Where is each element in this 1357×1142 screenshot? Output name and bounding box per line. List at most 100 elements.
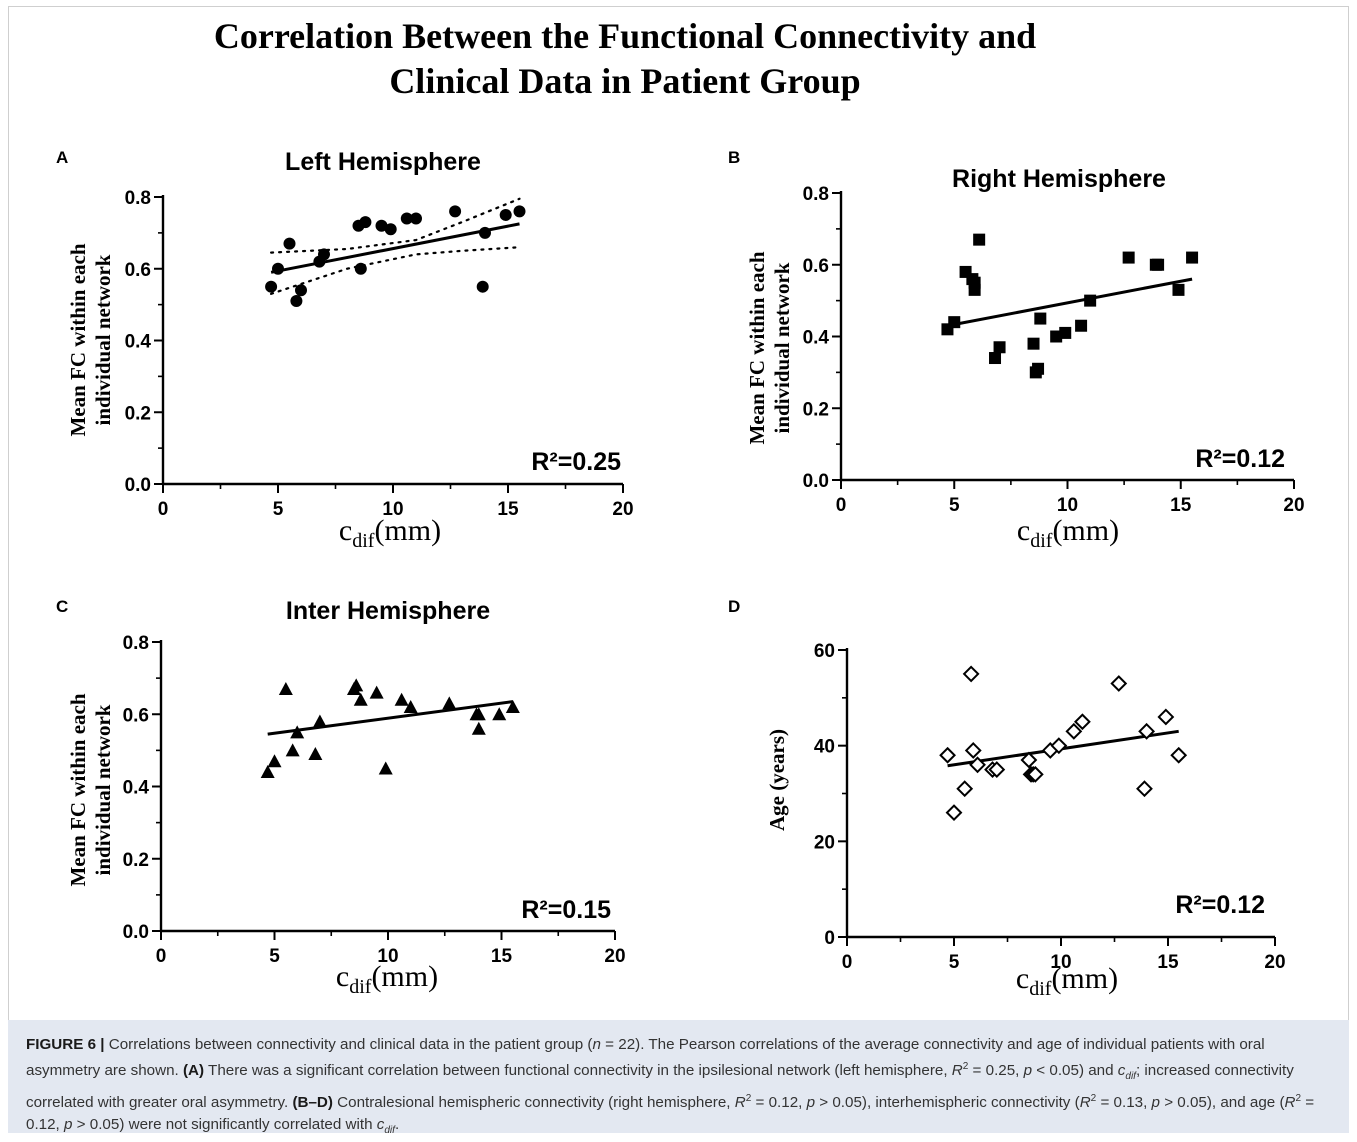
x-axis-label-unit: (mm) [1051,962,1118,995]
data-point [283,237,296,250]
data-point [939,746,956,764]
y-axis-label-line1: Mean FC within each [745,251,769,444]
panel-letter: B [728,148,740,167]
data-point [1157,708,1175,726]
y-tick-label: 0.2 [125,403,151,424]
x-tick-label: 0 [842,952,853,973]
x-tick-label: 15 [497,499,519,520]
x-axis-label-sub: dif [349,976,372,998]
y-axis-label-line1: Age (years) [765,729,789,831]
x-tick-label: 5 [269,946,280,967]
figure-title-line2: Clinical Data in Patient Group [389,61,861,101]
r-squared-annotation: R²=0.25 [531,448,621,476]
figure-label: FIGURE 6 | [26,1036,105,1053]
y-tick-label: 0.4 [125,332,152,353]
chart-title: Right Hemisphere [952,165,1166,193]
data-point [1073,713,1091,731]
data-point [956,780,974,798]
data-point [1110,675,1128,692]
data-point [989,352,1002,365]
chart-panel-c: C Inter Hemisphere 0.0 0.2 0.4 0.6 0.8 0 5 10 15 20… [56,597,626,998]
data-point [505,700,520,714]
x-axis-label-sub: dif [352,530,375,552]
y-axis-label-line2: individual network [91,254,115,425]
data-point [295,284,307,297]
data-point [499,208,512,221]
x-tick-label: 10 [377,946,398,967]
x-tick-label: 20 [1264,952,1285,973]
x-axis-label: cdif(mm) [1016,962,1118,1000]
data-point [476,280,489,293]
data-point [442,696,457,710]
data-point [267,754,282,768]
x-tick-label: 0 [158,499,169,520]
y-tick-label: 0.6 [125,260,151,281]
y-tick-label: 20 [814,832,835,853]
data-point [1138,722,1156,740]
confidence-band-lower [270,246,521,295]
x-axis-label-unit: (mm) [374,514,441,547]
chart-panel-a: A Left Hemisphere 0.0 0.2 0.4 0.6 0.8 0 5 10 15 20 M… [56,148,634,552]
y-tick-label: 0.4 [123,778,150,799]
data-point [353,692,368,706]
data-point [369,685,384,699]
figure-caption-text: FIGURE 6 | Correlations between connecti… [26,1036,1315,1137]
r-squared-annotation: R²=0.12 [1195,445,1285,473]
data-point [1084,294,1097,307]
x-tick-label: 20 [612,499,633,520]
y-tick-label: 0.8 [125,188,151,209]
y-tick-label: 0 [824,928,835,949]
x-axis-label-var: c [339,514,352,547]
y-axis-label-line1: Mean FC within each [66,693,90,886]
regression-line [267,700,514,736]
data-point [1065,722,1083,740]
x-axis-label-unit: (mm) [1052,514,1119,547]
data-point [354,262,367,275]
r-squared-annotation: R²=0.12 [1175,891,1265,919]
y-tick-label: 0.0 [803,471,829,492]
data-point [410,212,422,225]
y-tick-label: 0.2 [803,399,829,420]
figure-title-line1: Correlation Between the Functional Conne… [213,16,1037,56]
data-point [948,316,961,329]
x-axis-label-unit: (mm) [371,960,438,993]
data-point [359,216,372,229]
x-tick-label: 0 [836,495,847,516]
r-squared-annotation: R²=0.15 [521,896,611,924]
data-point [962,665,980,683]
data-point [969,756,986,774]
chart-title: Left Hemisphere [285,148,481,176]
data-point [1020,751,1038,769]
panel-letter: A [56,148,68,167]
y-axis-label: Age (years) [765,729,789,831]
x-axis-label-sub: dif [1030,530,1053,552]
panel-letter: D [728,597,740,616]
data-point [1059,326,1072,339]
data-point [349,678,364,692]
figure-frame [8,6,1349,1133]
data-point [1172,283,1185,296]
data-point [403,700,418,714]
x-axis-label-var: c [336,960,349,993]
data-point [318,248,330,261]
x-tick-label: 15 [491,946,513,967]
data-point [449,205,462,218]
data-point [988,761,1006,778]
panel-letter: C [56,597,68,616]
y-tick-label: 40 [814,737,835,758]
data-point [312,714,327,728]
x-axis-label: cdif(mm) [339,514,441,552]
y-axis-label: Mean FC within eachindividual network [66,693,115,886]
data-point [272,262,284,275]
y-axis-label-line2: individual network [770,262,794,433]
data-point [492,707,507,721]
data-point [945,804,963,822]
x-axis-label-sub: dif [1029,978,1052,1000]
data-point [290,725,305,739]
x-tick-label: 20 [604,946,625,967]
x-tick-label: 5 [949,495,960,516]
data-point [973,233,986,246]
data-point [471,721,486,735]
data-point [479,226,491,239]
x-tick-label: 5 [273,499,284,520]
